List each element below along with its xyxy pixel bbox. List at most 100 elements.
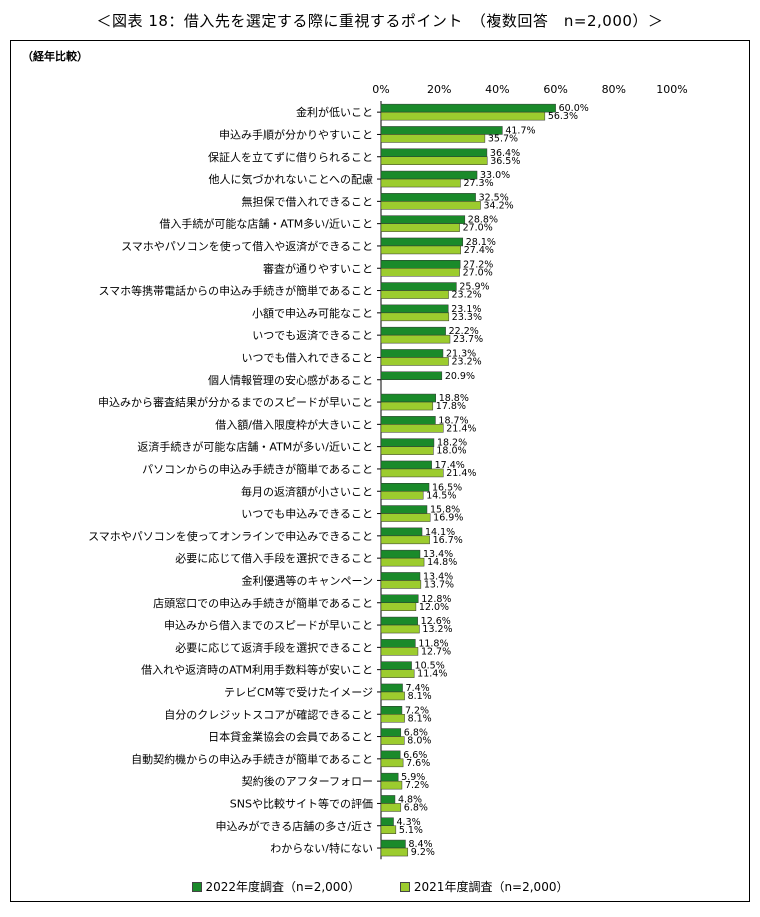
bar-2021 xyxy=(380,825,397,834)
bar-2021 xyxy=(380,557,425,567)
legend-item-2021: 2021年度調査（n=2,000） xyxy=(399,878,569,895)
x-tick-label: 40% xyxy=(485,83,509,96)
legend-label-2021: 2021年度調査（n=2,000） xyxy=(413,880,569,894)
category-label: 店頭窓口での申込み手続きが簡単であること xyxy=(153,596,373,610)
bar-2021 xyxy=(380,111,546,121)
data-label: 27.3% xyxy=(463,178,493,189)
category-label: いつでも返済できること xyxy=(252,328,373,342)
category-label: 返済手続きが可能な店舗・ATMが多い/近いこと xyxy=(137,440,373,454)
data-label: 12.7% xyxy=(421,646,451,657)
bar-2022 xyxy=(380,438,435,447)
bar-2022 xyxy=(380,772,399,782)
bar-2021 xyxy=(380,624,420,634)
bar-2022 xyxy=(380,282,457,291)
data-label: 7.4% xyxy=(406,683,430,694)
bar-2022 xyxy=(380,594,419,603)
category-label: スマホ等携帯電話からの申込み手続きが簡単であること xyxy=(98,284,373,298)
data-label: 41.7% xyxy=(505,125,535,136)
category-label: 個人情報管理の安心感があること xyxy=(208,373,373,387)
bar-2021 xyxy=(380,268,460,277)
category-label: 保証人を立てずに借りられること xyxy=(208,150,373,164)
data-label: 5.1% xyxy=(399,825,423,836)
bar-2022 xyxy=(380,460,432,470)
data-label: 23.2% xyxy=(452,290,482,301)
data-label: 16.9% xyxy=(433,513,463,524)
data-label: 21.3% xyxy=(446,348,476,359)
data-label: 10.5% xyxy=(415,661,445,672)
data-label: 12.0% xyxy=(419,602,449,613)
bar-2022 xyxy=(380,126,503,135)
data-label: 13.2% xyxy=(422,624,452,635)
bar-2021 xyxy=(380,491,424,500)
data-label: 9.2% xyxy=(411,847,435,858)
chart-title: ＜図表 18：借入先を選定する際に重視するポイント （複数回答 n=2,000）… xyxy=(96,12,664,30)
bar-2022 xyxy=(380,661,412,670)
data-label: 28.1% xyxy=(466,237,496,248)
bar-2022 xyxy=(380,483,430,492)
category-label: 無担保で借入れできること xyxy=(242,194,373,208)
bar-2022 xyxy=(380,728,402,737)
bar-2022 xyxy=(380,706,403,715)
bar-2022 xyxy=(380,750,401,760)
category-label: 金利優遇等のキャンペーン xyxy=(242,573,373,587)
data-label: 13.7% xyxy=(424,579,454,590)
category-label: スマホやパソコンを使って借入や返済ができること xyxy=(121,239,373,253)
bar-2021 xyxy=(380,312,450,322)
legend: 2022年度調査（n=2,000） 2021年度調査（n=2,000） xyxy=(0,878,760,895)
category-label: 契約後のアフターフォロー xyxy=(242,774,373,788)
bar-2022 xyxy=(380,193,476,202)
x-tick-label: 60% xyxy=(543,83,567,96)
x-tick-label: 100% xyxy=(656,83,687,96)
data-label: 14.8% xyxy=(427,557,457,568)
bar-2022 xyxy=(380,304,449,314)
bar-2022 xyxy=(380,215,466,224)
data-label: 8.1% xyxy=(408,691,432,702)
bar-2021 xyxy=(380,245,461,255)
data-label: 12.8% xyxy=(421,594,451,605)
data-label: 27.0% xyxy=(463,267,493,278)
data-label: 32.5% xyxy=(479,192,509,203)
bar-2021 xyxy=(380,424,444,433)
data-label: 36.5% xyxy=(490,156,520,167)
category-label: 自分のクレジットスコアが確認できること xyxy=(164,707,373,721)
category-label: 日本貸金業協会の会員であること xyxy=(208,730,373,744)
bar-2022 xyxy=(380,416,436,425)
data-label: 25.9% xyxy=(459,282,489,293)
data-label: 23.2% xyxy=(452,356,482,367)
data-label: 28.8% xyxy=(468,215,498,226)
data-label: 6.6% xyxy=(403,750,427,761)
bar-2021 xyxy=(380,468,444,478)
data-label: 33.0% xyxy=(480,170,510,181)
bar-2022 xyxy=(380,371,443,380)
data-label: 23.3% xyxy=(452,312,482,323)
x-tick-label: 80% xyxy=(602,83,626,96)
bar-2021 xyxy=(380,290,449,299)
data-label: 16.7% xyxy=(433,535,463,546)
bar-2021 xyxy=(380,334,451,344)
data-label: 18.2% xyxy=(437,438,467,449)
category-label: 金利が低いこと xyxy=(296,105,373,119)
category-label: 審査が通りやすいこと xyxy=(263,261,373,275)
bar-2022 xyxy=(380,260,461,269)
data-label: 23.1% xyxy=(451,304,481,315)
bar-2021 xyxy=(380,736,405,745)
data-label: 60.0% xyxy=(559,103,589,114)
category-label: いつでも申込みできること xyxy=(241,508,373,521)
data-label: 21.4% xyxy=(446,423,476,434)
chart-frame xyxy=(10,40,750,902)
bar-2021 xyxy=(380,669,415,678)
data-label: 18.8% xyxy=(439,393,469,404)
bar-2022 xyxy=(380,527,423,537)
bar-2021 xyxy=(380,357,449,366)
chart-subtitle: （経年比較） xyxy=(22,50,88,63)
legend-swatch-2021 xyxy=(399,881,410,892)
bar-2022 xyxy=(380,795,396,804)
bar-2021 xyxy=(380,513,431,522)
data-label: 6.8% xyxy=(404,728,428,739)
bar-2022 xyxy=(380,237,464,247)
bar-2021 xyxy=(380,647,419,656)
bar-2021 xyxy=(380,714,405,723)
data-label: 17.8% xyxy=(436,401,466,412)
category-label: 申込みから審査結果が分かるまでのスピードが早いこと xyxy=(98,395,373,409)
data-label: 8.1% xyxy=(408,713,432,724)
